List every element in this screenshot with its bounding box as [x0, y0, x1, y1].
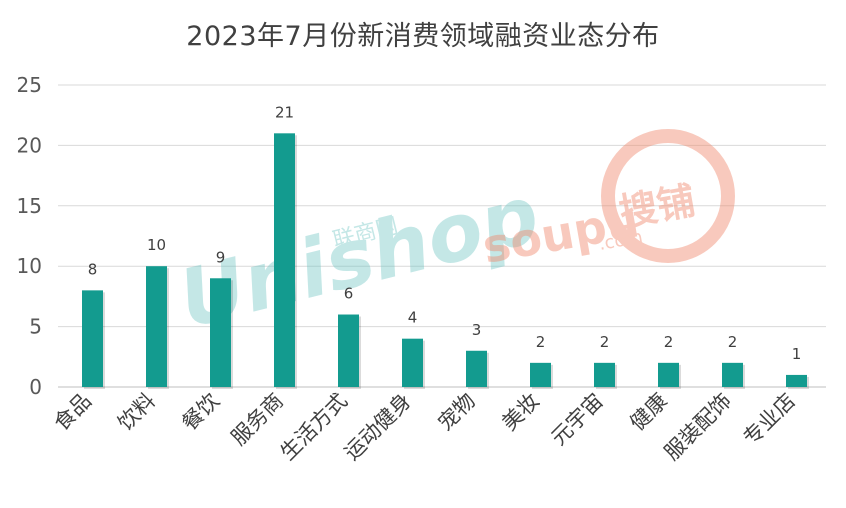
- bar: [722, 362, 743, 387]
- category-label: 宠物: [433, 389, 480, 436]
- y-tick-label: 15: [17, 194, 42, 218]
- data-label: 2: [536, 333, 546, 351]
- category-label: 美妆: [497, 389, 544, 436]
- bar: [338, 314, 359, 387]
- y-tick-label: 0: [29, 375, 42, 399]
- category-label: 服务商: [227, 389, 289, 451]
- bar: [658, 362, 679, 387]
- y-tick-label: 10: [17, 254, 42, 278]
- data-label: 6: [344, 285, 354, 303]
- category-label: 饮料: [113, 389, 160, 436]
- grid-lines: [58, 84, 826, 388]
- y-axis-ticks: 0 5 10 15 20 25: [17, 73, 42, 399]
- chart-title: 2023年7月份新消费领域融资业态分布: [186, 21, 660, 52]
- category-label: 健康: [625, 389, 672, 436]
- bar: [466, 350, 487, 387]
- category-label: 运动健身: [340, 389, 416, 465]
- y-tick-label: 25: [17, 73, 42, 97]
- data-label: 10: [147, 236, 166, 254]
- category-label: 元宇宙: [547, 389, 609, 451]
- data-label: 9: [216, 248, 226, 266]
- data-label: 2: [600, 333, 610, 351]
- category-label: 食品: [49, 389, 96, 436]
- data-label: 3: [472, 321, 482, 339]
- bar: [82, 290, 103, 387]
- category-label: 生活方式: [276, 389, 352, 465]
- bar: [274, 133, 295, 387]
- bar: [210, 278, 231, 387]
- y-tick-label: 5: [29, 315, 42, 339]
- bar: [594, 362, 615, 387]
- soupu-watermark-cn: 搜铺: [616, 178, 699, 235]
- category-label: 专业店: [739, 389, 801, 451]
- data-label: 2: [728, 333, 738, 351]
- data-label: 8: [88, 260, 98, 278]
- bar: [786, 374, 807, 387]
- soupu-logo-ring: [601, 129, 735, 263]
- y-tick-label: 20: [17, 133, 42, 157]
- data-label: 4: [408, 309, 418, 327]
- bar: [146, 266, 167, 387]
- category-label: 餐饮: [177, 389, 224, 436]
- data-label: 21: [275, 103, 294, 121]
- data-label: 1: [792, 345, 802, 363]
- bar: [402, 338, 423, 387]
- bars: [82, 133, 809, 389]
- bar: [530, 362, 551, 387]
- category-label: 服装配饰: [660, 389, 736, 465]
- data-label: 2: [664, 333, 674, 351]
